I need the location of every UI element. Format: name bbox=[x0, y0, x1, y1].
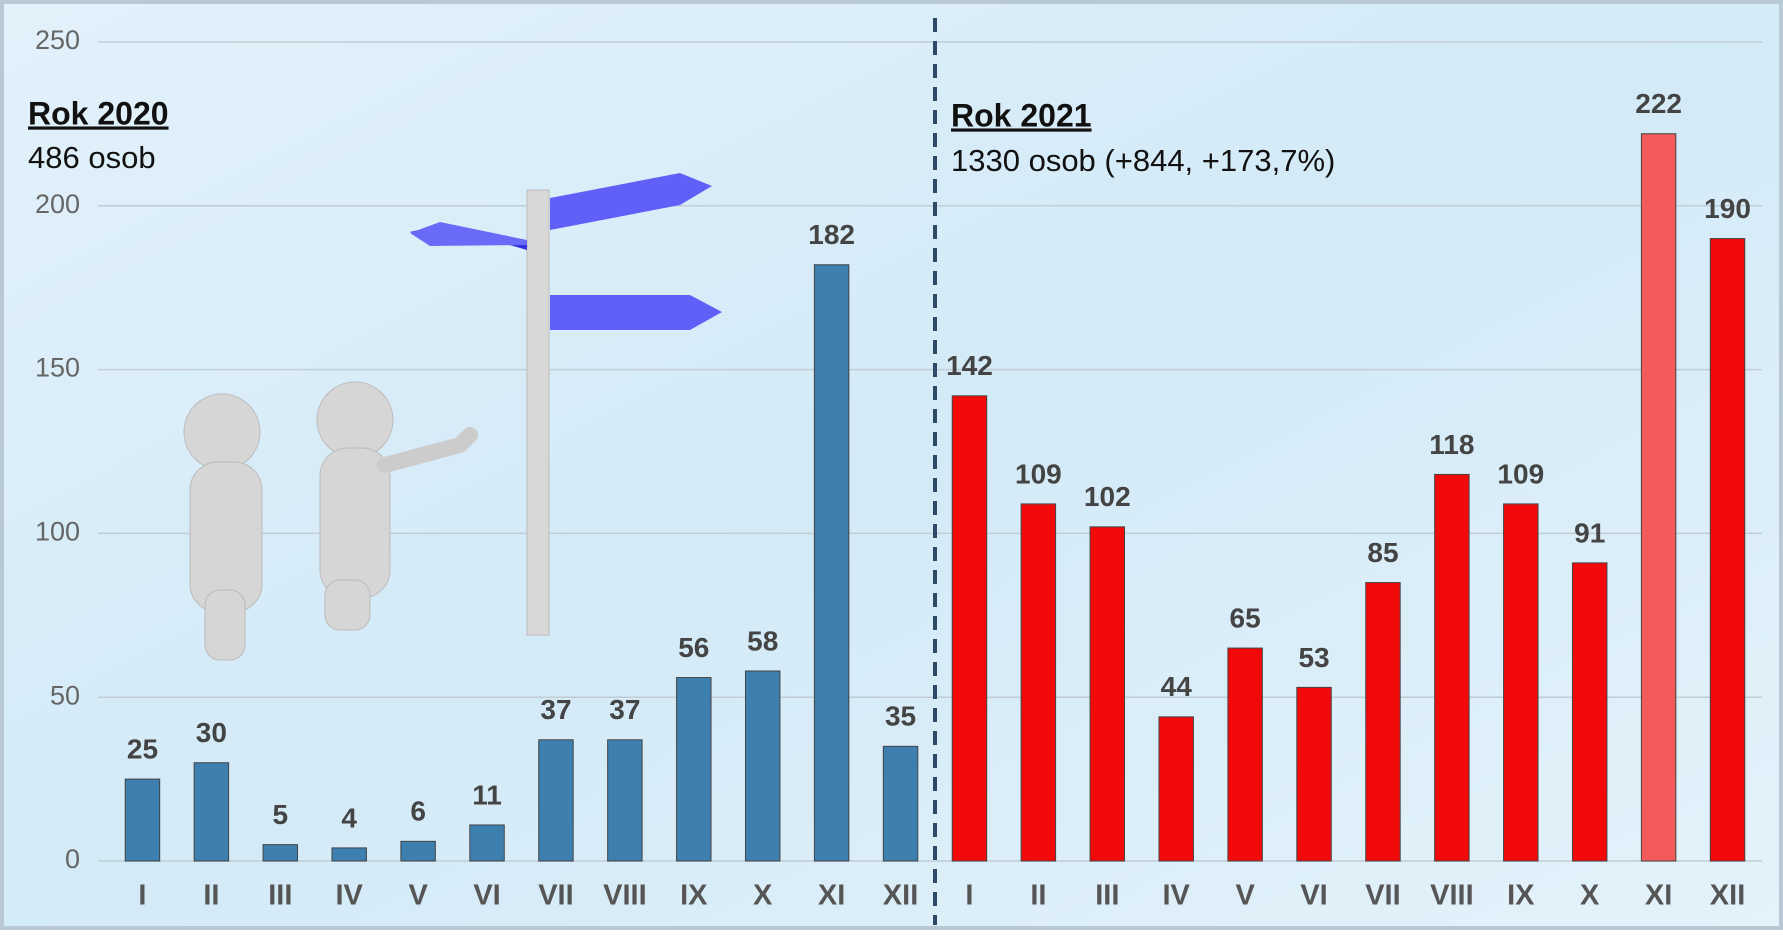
x-tick-label: XII bbox=[1710, 880, 1745, 912]
data-label: 222 bbox=[1635, 88, 1682, 119]
bar bbox=[1158, 716, 1194, 862]
x-tick-label: III bbox=[1095, 880, 1119, 912]
x-tick-label: II bbox=[203, 880, 219, 912]
x-tick-label: V bbox=[1235, 880, 1255, 912]
bar bbox=[124, 778, 161, 862]
bar bbox=[607, 739, 643, 862]
y-tick-label: 50 bbox=[50, 680, 80, 710]
bar bbox=[469, 824, 505, 862]
group-title: Rok 2021 bbox=[951, 97, 1092, 133]
group-title: Rok 2020 bbox=[28, 95, 169, 131]
bar bbox=[331, 847, 367, 862]
x-tick-label: IV bbox=[336, 880, 364, 912]
x-tick-label: XII bbox=[883, 880, 918, 912]
data-label: 53 bbox=[1298, 642, 1329, 673]
x-tick-label: X bbox=[1580, 880, 1600, 912]
bar bbox=[951, 395, 988, 862]
data-label: 58 bbox=[747, 625, 778, 656]
data-label: 142 bbox=[946, 350, 993, 381]
data-label: 4 bbox=[341, 802, 357, 833]
data-label: 11 bbox=[472, 779, 502, 810]
group-subtitle: 1330 osob (+844, +173,7%) bbox=[951, 143, 1335, 178]
x-tick-label: IX bbox=[1507, 880, 1535, 912]
x-tick-label: IV bbox=[1163, 880, 1191, 912]
data-label: 35 bbox=[885, 701, 916, 732]
bar bbox=[262, 844, 299, 862]
bar bbox=[193, 762, 230, 862]
x-tick-label: VIII bbox=[603, 880, 647, 912]
bar bbox=[1434, 473, 1470, 862]
data-label: 25 bbox=[127, 733, 158, 764]
y-tick-label: 100 bbox=[35, 517, 80, 547]
x-tick-label: VI bbox=[1300, 880, 1327, 912]
y-tick-label: 250 bbox=[35, 25, 80, 55]
bar bbox=[1709, 238, 1746, 862]
data-label: 91 bbox=[1574, 517, 1605, 548]
x-tick-label: XI bbox=[1645, 880, 1672, 912]
bar bbox=[400, 840, 436, 862]
data-label: 56 bbox=[678, 632, 709, 663]
data-label: 5 bbox=[273, 799, 289, 830]
group-subtitle: 486 osob bbox=[28, 140, 156, 175]
x-tick-label: VII bbox=[1365, 880, 1400, 912]
bar bbox=[676, 677, 712, 862]
data-label: 44 bbox=[1161, 671, 1193, 702]
figures bbox=[183, 381, 478, 661]
bar bbox=[813, 264, 850, 862]
bar bbox=[1227, 647, 1263, 862]
x-tick-label: VIII bbox=[1430, 880, 1474, 912]
data-label: 30 bbox=[196, 717, 227, 748]
bar bbox=[1296, 686, 1332, 862]
bar bbox=[882, 745, 919, 862]
signpost bbox=[410, 173, 722, 636]
data-label: 65 bbox=[1230, 602, 1261, 633]
x-tick-label: VII bbox=[538, 880, 573, 912]
bar bbox=[1640, 133, 1677, 862]
data-label: 102 bbox=[1084, 481, 1131, 512]
x-tick-label: VI bbox=[473, 880, 500, 912]
data-label: 182 bbox=[808, 219, 855, 250]
x-tick-label: III bbox=[268, 880, 292, 912]
bar bbox=[1571, 562, 1608, 862]
bar bbox=[744, 670, 781, 862]
x-tick-label: XI bbox=[818, 880, 845, 912]
data-label: 190 bbox=[1704, 193, 1751, 224]
data-label: 37 bbox=[540, 694, 571, 725]
data-label: 85 bbox=[1367, 537, 1398, 568]
bar bbox=[1020, 503, 1057, 862]
x-tick-label: I bbox=[965, 880, 973, 912]
data-label: 6 bbox=[410, 796, 426, 827]
x-tick-label: V bbox=[408, 880, 428, 912]
bar bbox=[1089, 526, 1126, 862]
bar bbox=[1365, 582, 1401, 862]
data-label: 118 bbox=[1429, 429, 1474, 460]
x-tick-label: I bbox=[138, 880, 146, 912]
x-tick-label: X bbox=[753, 880, 773, 912]
y-tick-label: 0 bbox=[65, 844, 80, 874]
x-tick-label: II bbox=[1030, 880, 1046, 912]
bar bbox=[538, 739, 574, 862]
data-label: 37 bbox=[609, 694, 640, 725]
data-label: 109 bbox=[1015, 458, 1062, 489]
y-tick-label: 150 bbox=[35, 353, 80, 383]
x-tick-label: IX bbox=[680, 880, 708, 912]
data-label: 109 bbox=[1497, 458, 1544, 489]
y-tick-label: 200 bbox=[35, 189, 80, 219]
bar bbox=[1503, 503, 1539, 862]
